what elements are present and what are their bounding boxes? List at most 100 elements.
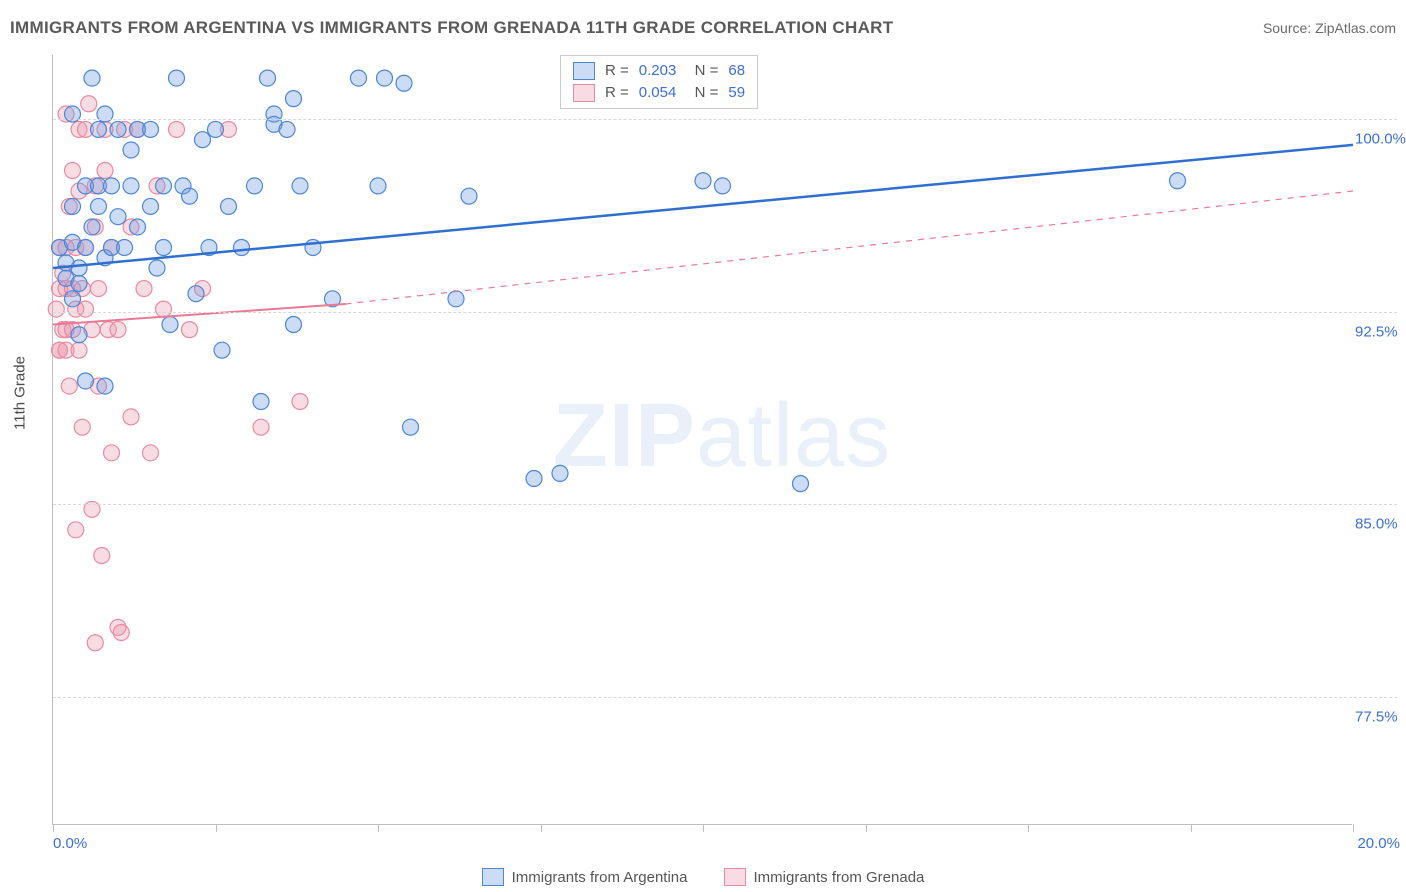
data-point (279, 121, 295, 137)
x-tick (1191, 824, 1192, 832)
data-point (91, 198, 107, 214)
data-point (377, 70, 393, 86)
data-point (78, 373, 94, 389)
data-point (97, 163, 113, 179)
data-point (1170, 173, 1186, 189)
chart-title: IMMIGRANTS FROM ARGENTINA VS IMMIGRANTS … (10, 18, 893, 38)
y-tick-label: 92.5% (1355, 323, 1406, 340)
data-point (65, 198, 81, 214)
swatch-grenada (573, 84, 595, 102)
x-tick-label-max: 20.0% (1357, 835, 1400, 852)
data-point (110, 322, 126, 338)
n-label: N = (686, 60, 718, 82)
data-point (156, 301, 172, 317)
data-point (104, 178, 120, 194)
data-point (110, 121, 126, 137)
swatch-grenada-icon (724, 868, 746, 886)
gridline (53, 119, 1397, 120)
data-point (253, 394, 269, 410)
data-point (169, 70, 185, 86)
data-point (351, 70, 367, 86)
data-point (123, 142, 139, 158)
data-point (156, 240, 172, 256)
x-tick (53, 824, 54, 832)
data-point (396, 75, 412, 91)
data-point (104, 445, 120, 461)
data-point (188, 286, 204, 302)
x-tick (1028, 824, 1029, 832)
data-point (78, 240, 94, 256)
legend-row-argentina: R = 0.203 N = 68 (573, 60, 745, 82)
data-point (715, 178, 731, 194)
x-tick (1353, 824, 1354, 832)
data-point (74, 419, 90, 435)
data-point (182, 188, 198, 204)
title-bar: IMMIGRANTS FROM ARGENTINA VS IMMIGRANTS … (10, 18, 1396, 38)
r-label: R = (605, 60, 629, 82)
data-point (253, 419, 269, 435)
data-point (370, 178, 386, 194)
data-point (71, 342, 87, 358)
trend-line-argentina (53, 145, 1353, 268)
y-tick-label: 100.0% (1355, 131, 1406, 148)
data-point (81, 96, 97, 112)
chart-svg (53, 55, 1352, 824)
data-point (84, 219, 100, 235)
data-point (448, 291, 464, 307)
gridline (53, 504, 1397, 505)
gridline (53, 312, 1397, 313)
data-point (84, 70, 100, 86)
data-point (123, 178, 139, 194)
data-point (247, 178, 263, 194)
data-point (292, 394, 308, 410)
bottom-legend: Immigrants from Argentina Immigrants fro… (0, 868, 1406, 886)
data-point (793, 476, 809, 492)
data-point (403, 419, 419, 435)
gridline (53, 697, 1397, 698)
data-point (110, 209, 126, 225)
data-point (71, 275, 87, 291)
r-value-argentina: 0.203 (639, 60, 677, 82)
data-point (221, 198, 237, 214)
data-point (156, 178, 172, 194)
data-point (136, 281, 152, 297)
x-tick (541, 824, 542, 832)
data-point (94, 548, 110, 564)
x-tick-label-min: 0.0% (53, 835, 87, 852)
data-point (526, 471, 542, 487)
x-tick (703, 824, 704, 832)
data-point (65, 163, 81, 179)
bottom-legend-grenada: Immigrants from Grenada (724, 868, 925, 886)
data-point (117, 240, 133, 256)
swatch-argentina-icon (482, 868, 504, 886)
data-point (91, 121, 107, 137)
data-point (123, 409, 139, 425)
data-point (91, 281, 107, 297)
data-point (234, 240, 250, 256)
data-point (149, 260, 165, 276)
data-point (214, 342, 230, 358)
n-value-grenada: 59 (728, 82, 745, 104)
data-point (286, 91, 302, 107)
data-point (48, 301, 64, 317)
data-point (182, 322, 198, 338)
bottom-legend-argentina-label: Immigrants from Argentina (512, 869, 688, 886)
data-point (71, 260, 87, 276)
data-point (208, 121, 224, 137)
data-point (695, 173, 711, 189)
chart-container: IMMIGRANTS FROM ARGENTINA VS IMMIGRANTS … (0, 0, 1406, 892)
data-point (71, 327, 87, 343)
data-point (78, 301, 94, 317)
trend-line-grenada-dashed (346, 191, 1354, 304)
n-value-argentina: 68 (728, 60, 745, 82)
data-point (65, 291, 81, 307)
data-point (260, 70, 276, 86)
source-label: Source: ZipAtlas.com (1263, 20, 1396, 36)
plot-area: ZIPatlas 77.5%85.0%92.5%100.0%0.0%20.0% (52, 55, 1352, 825)
data-point (195, 132, 211, 148)
y-tick-label: 85.0% (1355, 516, 1406, 533)
legend-row-grenada: R = 0.054 N = 59 (573, 82, 745, 104)
trend-line-grenada (53, 304, 346, 325)
data-point (286, 317, 302, 333)
data-point (461, 188, 477, 204)
